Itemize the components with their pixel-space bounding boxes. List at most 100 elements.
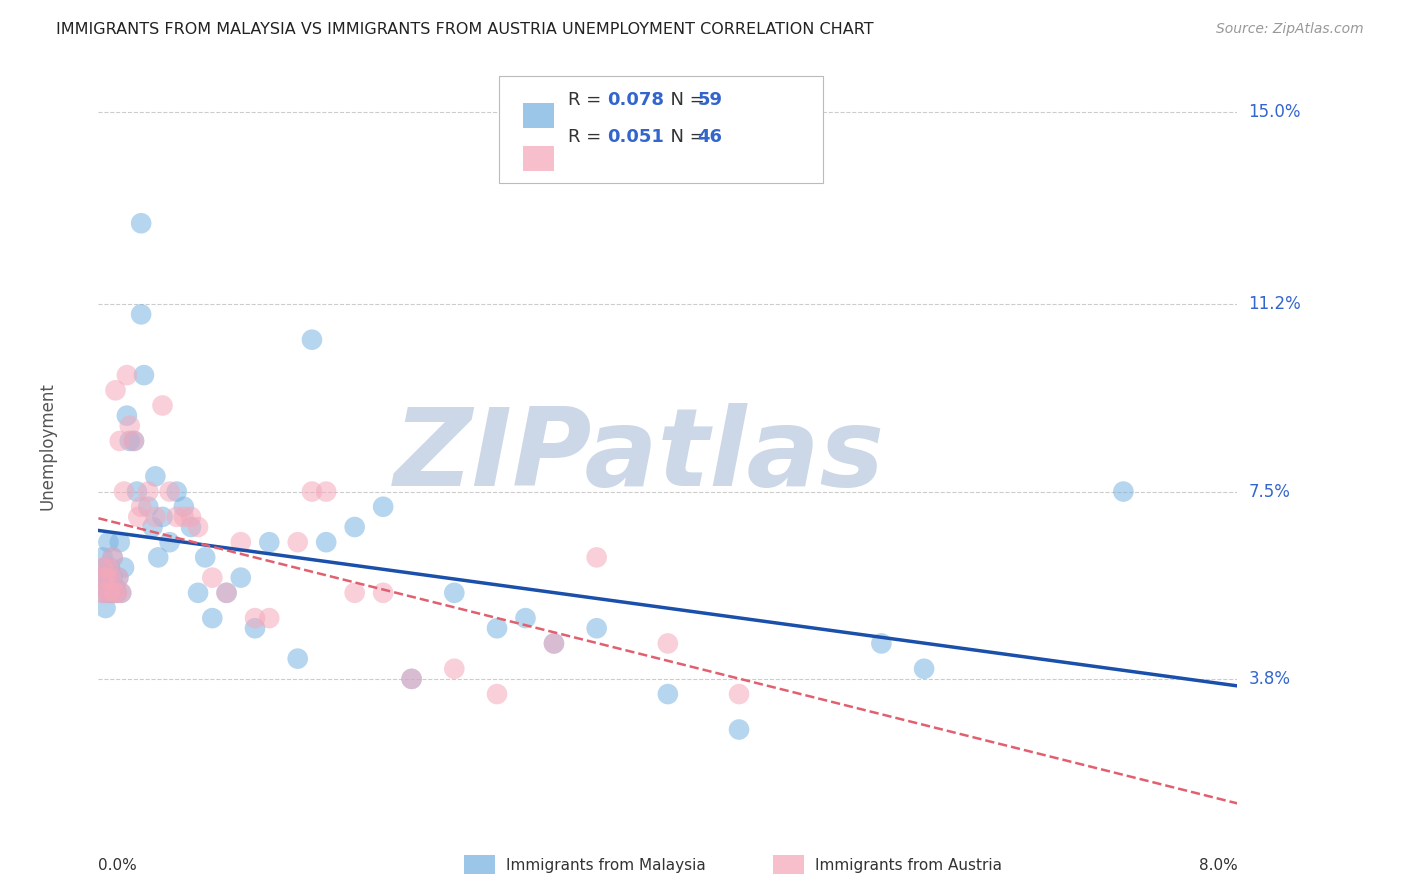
Point — [132, 368, 155, 383]
Point — [129, 216, 152, 230]
Point — [97, 586, 120, 600]
Point — [103, 586, 125, 600]
Point — [94, 601, 117, 615]
Point — [215, 586, 238, 600]
Point — [145, 469, 167, 483]
Point — [100, 586, 122, 600]
Point — [180, 509, 202, 524]
Text: 46: 46 — [697, 128, 723, 145]
Point — [728, 723, 751, 737]
Point — [91, 550, 114, 565]
Point — [112, 484, 135, 499]
Point — [657, 687, 679, 701]
Point — [259, 611, 281, 625]
Point — [215, 586, 238, 600]
Point — [159, 535, 181, 549]
Point — [108, 434, 131, 448]
Point — [166, 509, 188, 524]
Text: Source: ZipAtlas.com: Source: ZipAtlas.com — [1216, 22, 1364, 37]
Point — [107, 571, 129, 585]
Text: R =: R = — [568, 128, 607, 145]
Point — [486, 687, 509, 701]
Point — [105, 586, 128, 600]
Point — [486, 621, 509, 635]
Point — [585, 550, 607, 565]
Point — [201, 571, 224, 585]
Point — [187, 520, 209, 534]
Point — [229, 535, 252, 549]
Point — [127, 509, 149, 524]
Point — [104, 384, 127, 398]
Text: 3.8%: 3.8% — [1249, 670, 1291, 688]
Point — [110, 586, 132, 600]
Point — [912, 662, 935, 676]
Point — [657, 636, 679, 650]
Point — [194, 550, 217, 565]
Text: N =: N = — [659, 128, 711, 145]
Point — [371, 586, 394, 600]
Point — [443, 662, 465, 676]
Point — [101, 571, 124, 585]
Point — [104, 581, 127, 595]
Point — [152, 399, 174, 413]
Text: IMMIGRANTS FROM MALAYSIA VS IMMIGRANTS FROM AUSTRIA UNEMPLOYMENT CORRELATION CHA: IMMIGRANTS FROM MALAYSIA VS IMMIGRANTS F… — [56, 22, 875, 37]
Point — [201, 611, 224, 625]
Point — [100, 571, 122, 585]
Text: Immigrants from Malaysia: Immigrants from Malaysia — [506, 858, 706, 872]
Text: 0.078: 0.078 — [607, 91, 665, 109]
Point — [243, 611, 266, 625]
Point — [301, 484, 323, 499]
Point — [870, 636, 893, 650]
Point — [159, 484, 181, 499]
Point — [105, 586, 128, 600]
Text: ZIPatlas: ZIPatlas — [394, 403, 884, 509]
Point — [287, 535, 309, 549]
Point — [287, 651, 309, 665]
Point — [343, 586, 366, 600]
Point — [515, 611, 537, 625]
Point — [229, 571, 252, 585]
Point — [141, 520, 163, 534]
Point — [125, 484, 148, 499]
Point — [118, 434, 141, 448]
Point — [443, 586, 465, 600]
Point — [152, 509, 174, 524]
Point — [112, 560, 135, 574]
Text: 8.0%: 8.0% — [1198, 858, 1237, 873]
Point — [94, 586, 117, 600]
Text: R =: R = — [568, 91, 607, 109]
Text: 11.2%: 11.2% — [1249, 295, 1301, 313]
Point — [115, 368, 138, 383]
Point — [97, 560, 120, 574]
Point — [115, 409, 138, 423]
Point — [90, 586, 112, 600]
Point — [96, 571, 118, 585]
Point — [145, 509, 167, 524]
Text: 0.0%: 0.0% — [98, 858, 138, 873]
Point — [301, 333, 323, 347]
Point — [93, 586, 115, 600]
Text: 15.0%: 15.0% — [1249, 103, 1301, 120]
Point — [98, 571, 121, 585]
Point — [315, 535, 337, 549]
Point — [98, 560, 121, 574]
Point — [259, 535, 281, 549]
Text: Immigrants from Austria: Immigrants from Austria — [815, 858, 1002, 872]
Point — [129, 500, 152, 514]
Point — [728, 687, 751, 701]
Point — [91, 560, 114, 574]
Point — [585, 621, 607, 635]
Point — [96, 571, 118, 585]
Point — [173, 509, 195, 524]
Point — [371, 500, 394, 514]
Text: Unemployment: Unemployment — [38, 382, 56, 510]
Point — [110, 586, 132, 600]
Point — [315, 484, 337, 499]
Text: 0.051: 0.051 — [607, 128, 664, 145]
Point — [180, 520, 202, 534]
Point — [108, 535, 131, 549]
Point — [401, 672, 423, 686]
Point — [187, 586, 209, 600]
Point — [543, 636, 565, 650]
Point — [129, 307, 152, 321]
